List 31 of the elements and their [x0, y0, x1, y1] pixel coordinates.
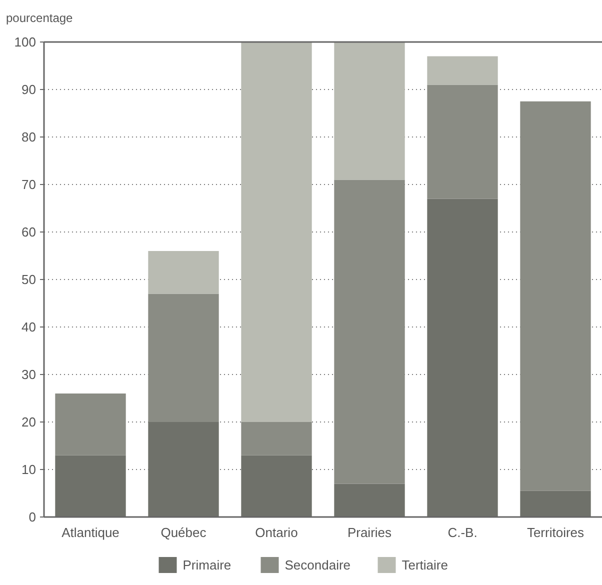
y-tick-label: 100	[14, 34, 36, 50]
legend-label: Tertiaire	[402, 558, 448, 573]
bar	[334, 42, 405, 180]
y-tick-label: 40	[22, 320, 36, 335]
x-tick-label: Territoires	[526, 525, 585, 540]
x-tick-label: Prairies	[347, 525, 392, 540]
y-axis-title: pourcentage	[6, 11, 74, 25]
bar	[241, 42, 312, 422]
bar	[427, 84, 498, 199]
bar	[334, 180, 405, 484]
bar	[148, 251, 219, 294]
y-tick-label: 10	[22, 462, 36, 478]
bar	[520, 101, 591, 491]
y-tick-label: 0	[28, 510, 36, 525]
y-tick-label: 20	[22, 414, 36, 430]
bar	[55, 394, 126, 456]
y-tick-label: 70	[22, 177, 36, 192]
y-tick-label: 80	[22, 130, 36, 145]
x-tick-label: Québec	[160, 525, 207, 540]
bar	[241, 422, 312, 456]
x-tick-label: C.-B.	[448, 525, 478, 540]
legend-label: Secondaire	[284, 558, 351, 573]
x-tick-label: Ontario	[255, 525, 298, 540]
legend-label: Primaire	[182, 558, 232, 573]
y-tick-label: 50	[22, 272, 36, 288]
y-tick-label: 60	[22, 224, 36, 240]
y-tick-label: 30	[22, 367, 36, 382]
x-tick-label: Atlantique	[62, 525, 120, 540]
bar	[427, 56, 498, 85]
y-tick-label: 90	[22, 82, 36, 98]
bar	[148, 294, 219, 422]
